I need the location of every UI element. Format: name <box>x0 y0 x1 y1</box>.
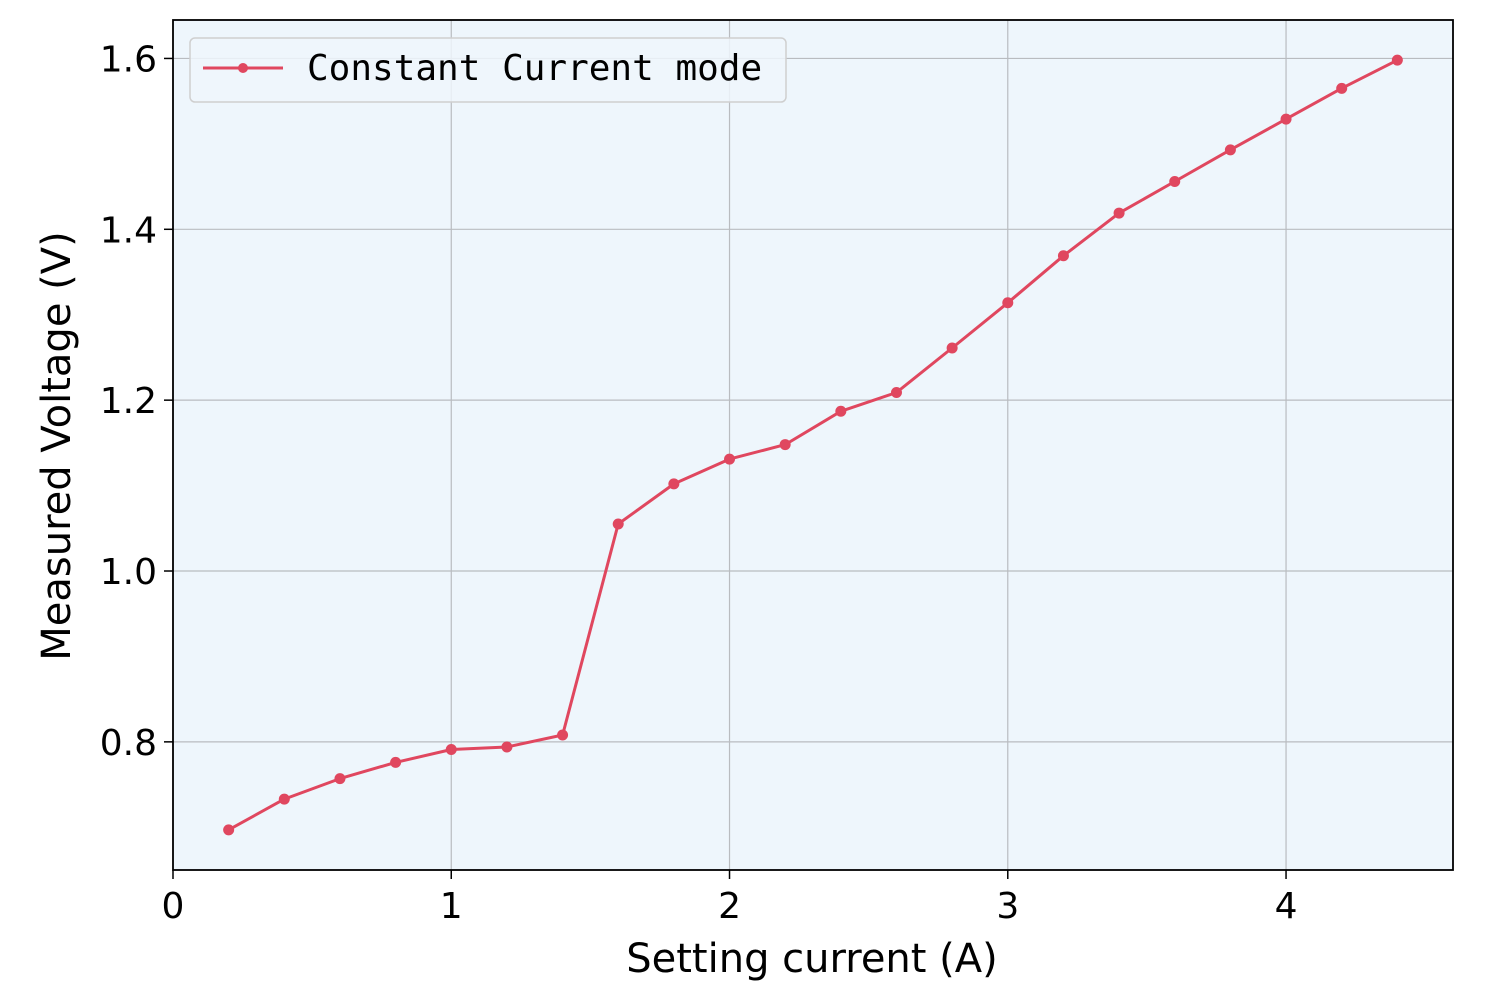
y-tick-label: 1.0 <box>100 552 157 593</box>
x-tick-label: 1 <box>440 886 463 927</box>
data-point <box>501 741 513 753</box>
data-point <box>1002 297 1014 309</box>
series-line <box>227 58 1398 832</box>
data-point <box>668 478 680 490</box>
plot-frame <box>172 19 1454 871</box>
data-point <box>1336 82 1348 94</box>
legend-series-label: Constant Current mode <box>307 48 762 89</box>
data-point <box>724 453 736 465</box>
data-point <box>946 342 958 354</box>
data-point <box>612 518 624 530</box>
y-axis-label: Measured Voltage (V) <box>34 231 80 660</box>
data-point <box>390 756 402 768</box>
data-point <box>1391 54 1403 66</box>
legend: Constant Current mode <box>189 37 787 103</box>
legend-box <box>189 37 787 103</box>
x-tick-label: 3 <box>996 886 1019 927</box>
data-point <box>223 824 235 836</box>
x-axis-label: Setting current (A) <box>626 936 998 982</box>
x-tick-label: 2 <box>718 886 741 927</box>
y-tick-label: 1.4 <box>100 210 157 251</box>
x-tick-label: 0 <box>162 886 185 927</box>
data-point <box>1057 250 1069 262</box>
data-point <box>1169 175 1181 187</box>
y-tick-label: 1.2 <box>100 381 157 422</box>
data-point <box>1224 144 1236 156</box>
legend-marker <box>238 63 248 73</box>
data-point <box>1280 113 1292 125</box>
plot-area <box>173 20 1453 870</box>
data-point <box>557 729 569 741</box>
x-tick-label: 4 <box>1275 886 1298 927</box>
data-point <box>779 439 791 451</box>
y-tick-label: 1.6 <box>100 39 157 80</box>
data-point <box>278 793 290 805</box>
data-point <box>1113 207 1125 219</box>
data-point <box>334 773 346 785</box>
data-point <box>445 744 457 756</box>
data-point <box>890 386 902 398</box>
y-tick-label: 0.8 <box>100 723 157 764</box>
data-point <box>835 405 847 417</box>
